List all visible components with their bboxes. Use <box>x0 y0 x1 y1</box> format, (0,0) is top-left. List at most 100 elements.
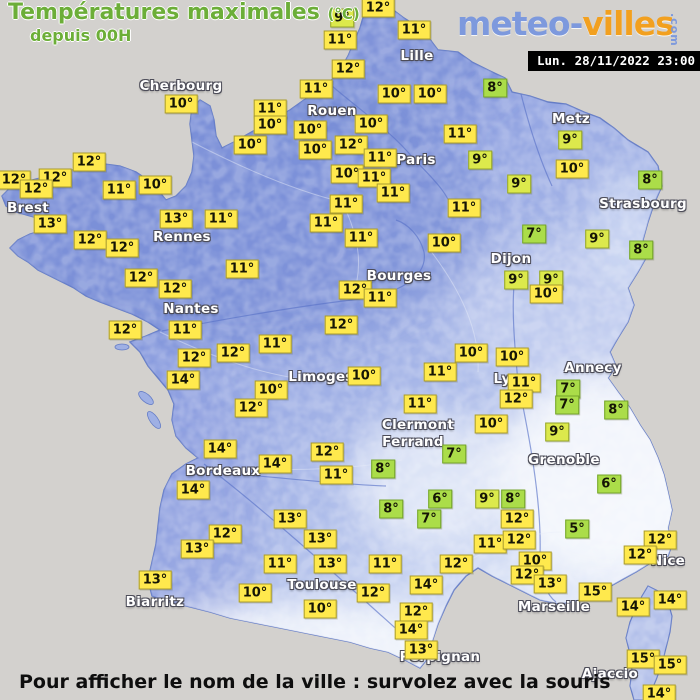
temp-label[interactable]: 10° <box>293 120 327 140</box>
temp-label[interactable]: 15° <box>578 582 612 602</box>
temp-label[interactable]: 12° <box>105 238 139 258</box>
temp-label[interactable]: 14° <box>409 575 443 595</box>
temp-label[interactable]: 12° <box>234 398 268 418</box>
temp-label[interactable]: 12° <box>502 530 536 550</box>
temp-label[interactable]: 14° <box>258 454 292 474</box>
temp-label[interactable]: 7° <box>442 444 466 464</box>
temp-label[interactable]: 14° <box>642 684 676 700</box>
temp-label[interactable]: 11° <box>507 373 541 393</box>
temp-label[interactable]: 11° <box>323 30 357 50</box>
meteo-villes-logo[interactable]: meteo-villes <box>457 4 675 43</box>
temp-label[interactable]: 11° <box>309 213 343 233</box>
temp-label[interactable]: 12° <box>216 343 250 363</box>
temp-label[interactable]: 6° <box>597 474 621 494</box>
temp-label[interactable]: 11° <box>253 99 287 119</box>
temp-label[interactable]: 10° <box>253 115 287 135</box>
temp-label[interactable]: 10° <box>238 583 272 603</box>
temp-label[interactable]: 13° <box>33 214 67 234</box>
temp-label[interactable]: 10° <box>354 114 388 134</box>
temp-label[interactable]: 13° <box>533 574 567 594</box>
temp-label[interactable]: 10° <box>454 343 488 363</box>
temp-label[interactable]: 11° <box>403 394 437 414</box>
temp-label[interactable]: 14° <box>616 597 650 617</box>
temp-label[interactable]: 12° <box>334 135 368 155</box>
temp-label[interactable]: 15° <box>653 655 687 675</box>
temp-label[interactable]: 12° <box>623 545 657 565</box>
temp-label[interactable]: 10° <box>164 94 198 114</box>
temp-label[interactable]: 11° <box>447 198 481 218</box>
temp-label[interactable]: 14° <box>653 590 687 610</box>
temp-label[interactable]: 14° <box>176 480 210 500</box>
temp-label[interactable]: 12° <box>324 315 358 335</box>
temp-label[interactable]: 11° <box>443 124 477 144</box>
temp-label[interactable]: 9° <box>504 270 528 290</box>
temp-label[interactable]: 11° <box>376 183 410 203</box>
temp-label[interactable]: 8° <box>379 499 403 519</box>
temp-label[interactable]: 12° <box>124 268 158 288</box>
temp-label[interactable]: 9° <box>545 422 569 442</box>
temp-label[interactable]: 10° <box>303 599 337 619</box>
temp-label[interactable]: 11° <box>102 180 136 200</box>
temp-label[interactable]: 9° <box>558 130 582 150</box>
temp-label[interactable]: 8° <box>501 489 525 509</box>
temp-label[interactable]: 13° <box>138 570 172 590</box>
temp-label[interactable]: 12° <box>439 554 473 574</box>
temp-label[interactable]: 14° <box>203 439 237 459</box>
temp-label[interactable]: 12° <box>208 524 242 544</box>
temp-label[interactable]: 12° <box>158 279 192 299</box>
temp-label[interactable]: 7° <box>417 509 441 529</box>
temp-label[interactable]: 14° <box>166 370 200 390</box>
temp-label[interactable]: 9° <box>330 8 354 28</box>
temp-label[interactable]: 10° <box>138 175 172 195</box>
temp-label[interactable]: 9° <box>507 174 531 194</box>
temp-label[interactable]: 5° <box>565 519 589 539</box>
temp-label[interactable]: 13° <box>313 554 347 574</box>
temp-label[interactable]: 11° <box>397 20 431 40</box>
temp-label[interactable]: 11° <box>363 288 397 308</box>
temp-label[interactable]: 8° <box>638 170 662 190</box>
temp-label[interactable]: 11° <box>344 228 378 248</box>
temp-label[interactable]: 11° <box>258 334 292 354</box>
temp-label[interactable]: 10° <box>254 380 288 400</box>
temp-label[interactable]: 7° <box>522 224 546 244</box>
temp-label[interactable]: 12° <box>331 59 365 79</box>
temp-label[interactable]: 12° <box>499 389 533 409</box>
temp-label[interactable]: 12° <box>361 0 395 18</box>
temp-label[interactable]: 12° <box>108 320 142 340</box>
temp-label[interactable]: 10° <box>233 135 267 155</box>
temp-label[interactable]: 13° <box>404 640 438 660</box>
temp-label[interactable]: 13° <box>159 209 193 229</box>
temp-label[interactable]: 11° <box>473 534 507 554</box>
temp-label[interactable]: 11° <box>368 554 402 574</box>
temp-label[interactable]: 12° <box>72 152 106 172</box>
temp-label[interactable]: 10° <box>330 164 364 184</box>
temp-label[interactable]: 11° <box>363 148 397 168</box>
temp-label[interactable]: 10° <box>413 84 447 104</box>
temp-label[interactable]: 12° <box>310 442 344 462</box>
temp-label[interactable]: 11° <box>357 168 391 188</box>
temp-label[interactable]: 10° <box>347 366 381 386</box>
temp-label[interactable]: 11° <box>168 320 202 340</box>
temp-label[interactable]: 11° <box>225 259 259 279</box>
temp-label[interactable]: 11° <box>423 362 457 382</box>
temp-label[interactable]: 12° <box>19 179 53 199</box>
temp-label[interactable]: 13° <box>180 539 214 559</box>
temp-label[interactable]: 12° <box>177 348 211 368</box>
temp-label[interactable]: 10° <box>427 233 461 253</box>
temp-label[interactable]: 9° <box>468 150 492 170</box>
temp-label[interactable]: 10° <box>377 84 411 104</box>
temp-label[interactable]: 8° <box>371 459 395 479</box>
temp-label[interactable]: 10° <box>474 414 508 434</box>
temp-label[interactable]: 12° <box>356 583 390 603</box>
temp-label[interactable]: 12° <box>73 230 107 250</box>
temp-label[interactable]: 12° <box>399 602 433 622</box>
temp-label[interactable]: 8° <box>604 400 628 420</box>
temp-label[interactable]: 9° <box>475 489 499 509</box>
temp-label[interactable]: 10° <box>298 140 332 160</box>
temp-label[interactable]: 10° <box>555 159 589 179</box>
temp-label[interactable]: 7° <box>556 379 580 399</box>
temp-label[interactable]: 6° <box>428 489 452 509</box>
temp-label[interactable]: 10° <box>529 284 563 304</box>
temp-label[interactable]: 8° <box>629 240 653 260</box>
temp-label[interactable]: 8° <box>483 78 507 98</box>
